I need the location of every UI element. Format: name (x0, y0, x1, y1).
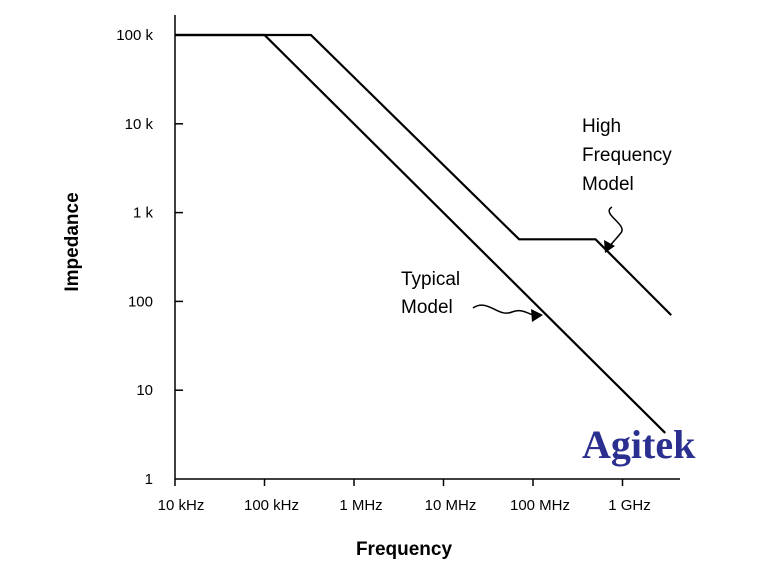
annotation-typical-model: Typical Model (401, 269, 543, 322)
x-tick-label: 100 MHz (510, 497, 570, 514)
annotation-typical-line-1: Typical (401, 269, 460, 290)
annotation-hf-arrow-curve (608, 206, 623, 247)
agitek-watermark: Agitek (582, 422, 696, 467)
series-line-typical-model (175, 33, 666, 434)
x-tick-label: 1 GHz (608, 497, 651, 514)
annotation-hf-line-1: High (582, 116, 621, 137)
series-layer (175, 33, 672, 434)
y-tick-label: 10 k (125, 116, 154, 133)
y-tick-label: 10 (136, 382, 153, 399)
annotation-typical-line-2: Model (401, 297, 453, 318)
annotation-hf-line-3: Model (582, 174, 634, 195)
x-tick-label: 10 kHz (158, 497, 205, 514)
y-tick-label: 100 (128, 293, 153, 310)
annotation-typical-arrowhead (531, 309, 543, 322)
y-tick-label: 100 k (116, 27, 153, 44)
series-line-high-frequency-model (175, 33, 672, 316)
x-axis-title: Frequency (356, 539, 453, 560)
y-axis-title: Impedance (62, 192, 83, 291)
x-tick-label: 1 MHz (339, 497, 382, 514)
annotation-typical-arrow-curve (472, 304, 537, 317)
annotation-hf-arrowhead (604, 240, 615, 253)
annotation-hf-line-2: Frequency (582, 145, 672, 166)
y-tick-label: 1 (145, 471, 153, 488)
x-tick-label: 100 kHz (244, 497, 299, 514)
y-tick-label: 1 k (133, 205, 154, 222)
annotation-high-frequency-model: High Frequency Model (582, 116, 672, 253)
x-tick-label: 10 MHz (425, 497, 477, 514)
axis-ticks: 10 kHz 100 kHz 1 MHz 10 MHz 100 MHz 1 GHz 1 10 1… (116, 27, 650, 514)
